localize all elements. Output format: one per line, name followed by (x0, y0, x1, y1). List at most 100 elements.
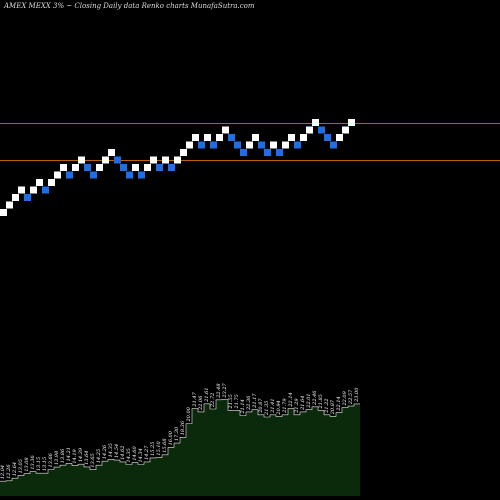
renko-brick-39 (234, 141, 241, 149)
volume-label-49: 21.29 (294, 398, 300, 414)
volume-label-5: 13.36 (30, 455, 36, 470)
volume-label-55: 20.87 (330, 399, 336, 415)
volume-label-0: 12.04 (0, 465, 6, 479)
renko-brick-35 (210, 141, 217, 149)
renko-brick-9 (54, 171, 61, 179)
renko-brick-53 (318, 126, 325, 134)
renko-brick-5 (30, 186, 37, 194)
volume-label-26: 15.10 (156, 440, 162, 455)
volume-label-22: 14.60 (132, 446, 138, 461)
volume-label-9: 13.98 (54, 451, 60, 465)
volume-label-4: 13.08 (24, 457, 30, 471)
volume-label-34: 21.61 (204, 387, 210, 402)
volume-label-25: 15.25 (150, 442, 156, 456)
volume-label-12: 14.19 (72, 448, 78, 463)
renko-brick-40 (240, 149, 247, 156)
volume-label-24: 14.27 (144, 445, 150, 460)
renko-brick-26 (156, 164, 163, 171)
volume-label-43: 20.87 (258, 398, 264, 414)
renko-brick-42 (252, 134, 259, 141)
renko-brick-32 (192, 134, 199, 141)
volume-label-36: 22.48 (216, 383, 222, 398)
volume-label-10: 13.86 (60, 448, 66, 463)
volume-label-16: 14.25 (96, 449, 102, 463)
volume-label-30: 18.36 (180, 420, 186, 435)
volume-label-48: 22.14 (288, 392, 294, 407)
renko-brick-22 (132, 164, 139, 171)
renko-brick-57 (342, 126, 349, 134)
renko-brick-25 (150, 156, 157, 164)
volume-label-39: 21.75 (234, 394, 240, 409)
renko-brick-36 (216, 134, 223, 141)
volume-area (0, 399, 360, 496)
renko-brick-19 (114, 156, 121, 164)
volume-label-58: 22.57 (348, 389, 354, 405)
renko-brick-52 (312, 119, 319, 126)
volume-label-51: 22.01 (306, 393, 312, 408)
volume-label-23: 14.34 (138, 448, 144, 462)
volume-label-31: 20.00 (186, 406, 192, 422)
renko-brick-21 (126, 171, 133, 179)
renko-brick-15 (90, 171, 97, 179)
volume-label-38: 21.55 (228, 394, 234, 409)
renko-brick-44 (264, 149, 271, 156)
volume-label-56: 22.14 (336, 396, 342, 411)
renko-brick-31 (186, 141, 193, 149)
volume-label-29: 17.30 (174, 426, 180, 441)
volume-label-8: 13.66 (48, 452, 54, 467)
volume-label-37: 23.27 (222, 382, 228, 398)
volume-label-52: 22.46 (312, 390, 318, 406)
renko-brick-17 (102, 156, 109, 164)
volume-label-50: 21.64 (300, 396, 306, 411)
renko-brick-34 (204, 134, 211, 141)
volume-fill (0, 399, 360, 496)
volume-label-1: 12.26 (6, 464, 12, 479)
volume-label-13: 14.39 (78, 447, 84, 462)
renko-brick-46 (276, 149, 283, 156)
volume-label-7: 13.15 (42, 457, 48, 471)
renko-brick-24 (144, 164, 151, 171)
renko-brick-16 (96, 164, 103, 171)
renko-brick-48 (288, 134, 295, 141)
renko-brick-27 (162, 156, 169, 164)
renko-brick-28 (168, 164, 175, 171)
renko-brick-1 (6, 201, 13, 209)
renko-brick-30 (180, 149, 187, 156)
renko-brick-11 (66, 171, 73, 179)
renko-brick-23 (138, 171, 145, 179)
renko-bricks (0, 119, 355, 216)
volume-label-15: 13.65 (90, 453, 96, 467)
renko-brick-58 (348, 119, 355, 126)
renko-brick-47 (282, 141, 289, 149)
volume-label-20: 14.62 (120, 446, 126, 460)
volume-label-47: 21.79 (282, 398, 288, 414)
volume-label-6: 13.15 (36, 457, 42, 471)
volume-label-57: 22.09 (342, 390, 348, 406)
volume-label-19: 14.54 (114, 444, 120, 458)
renko-brick-55 (330, 141, 337, 149)
renko-brick-45 (270, 141, 277, 149)
chart-title: AMEX MEXX 3% ~ Closing Daily data Renko … (3, 2, 255, 10)
renko-brick-18 (108, 149, 115, 156)
volume-label-54: 21.22 (324, 398, 330, 413)
volume-label-42: 21.17 (252, 393, 258, 409)
volume-outline (0, 399, 360, 482)
volume-labels: 12.04 12.26 12.64 13.05 13.08 13.36 13.15 13.15… (0, 382, 360, 479)
renko-brick-7 (42, 186, 49, 194)
volume-label-32: 21.47 (192, 391, 198, 407)
renko-brick-38 (228, 134, 235, 141)
volume-label-2: 12.64 (12, 462, 18, 476)
renko-brick-37 (222, 126, 229, 134)
volume-label-11: 14.21 (66, 447, 72, 461)
volume-label-17: 14.26 (102, 444, 108, 459)
volume-label-40: 21.14 (240, 399, 246, 414)
volume-label-27: 15.68 (162, 438, 168, 452)
renko-brick-14 (84, 164, 91, 171)
volume-label-53: 21.85 (318, 394, 324, 409)
volume-label-14: 13.64 (84, 451, 90, 465)
renko-brick-13 (78, 156, 85, 164)
volume-label-45: 21.41 (270, 398, 276, 413)
renko-brick-4 (24, 194, 31, 201)
volume-label-28: 16.00 (168, 430, 174, 445)
